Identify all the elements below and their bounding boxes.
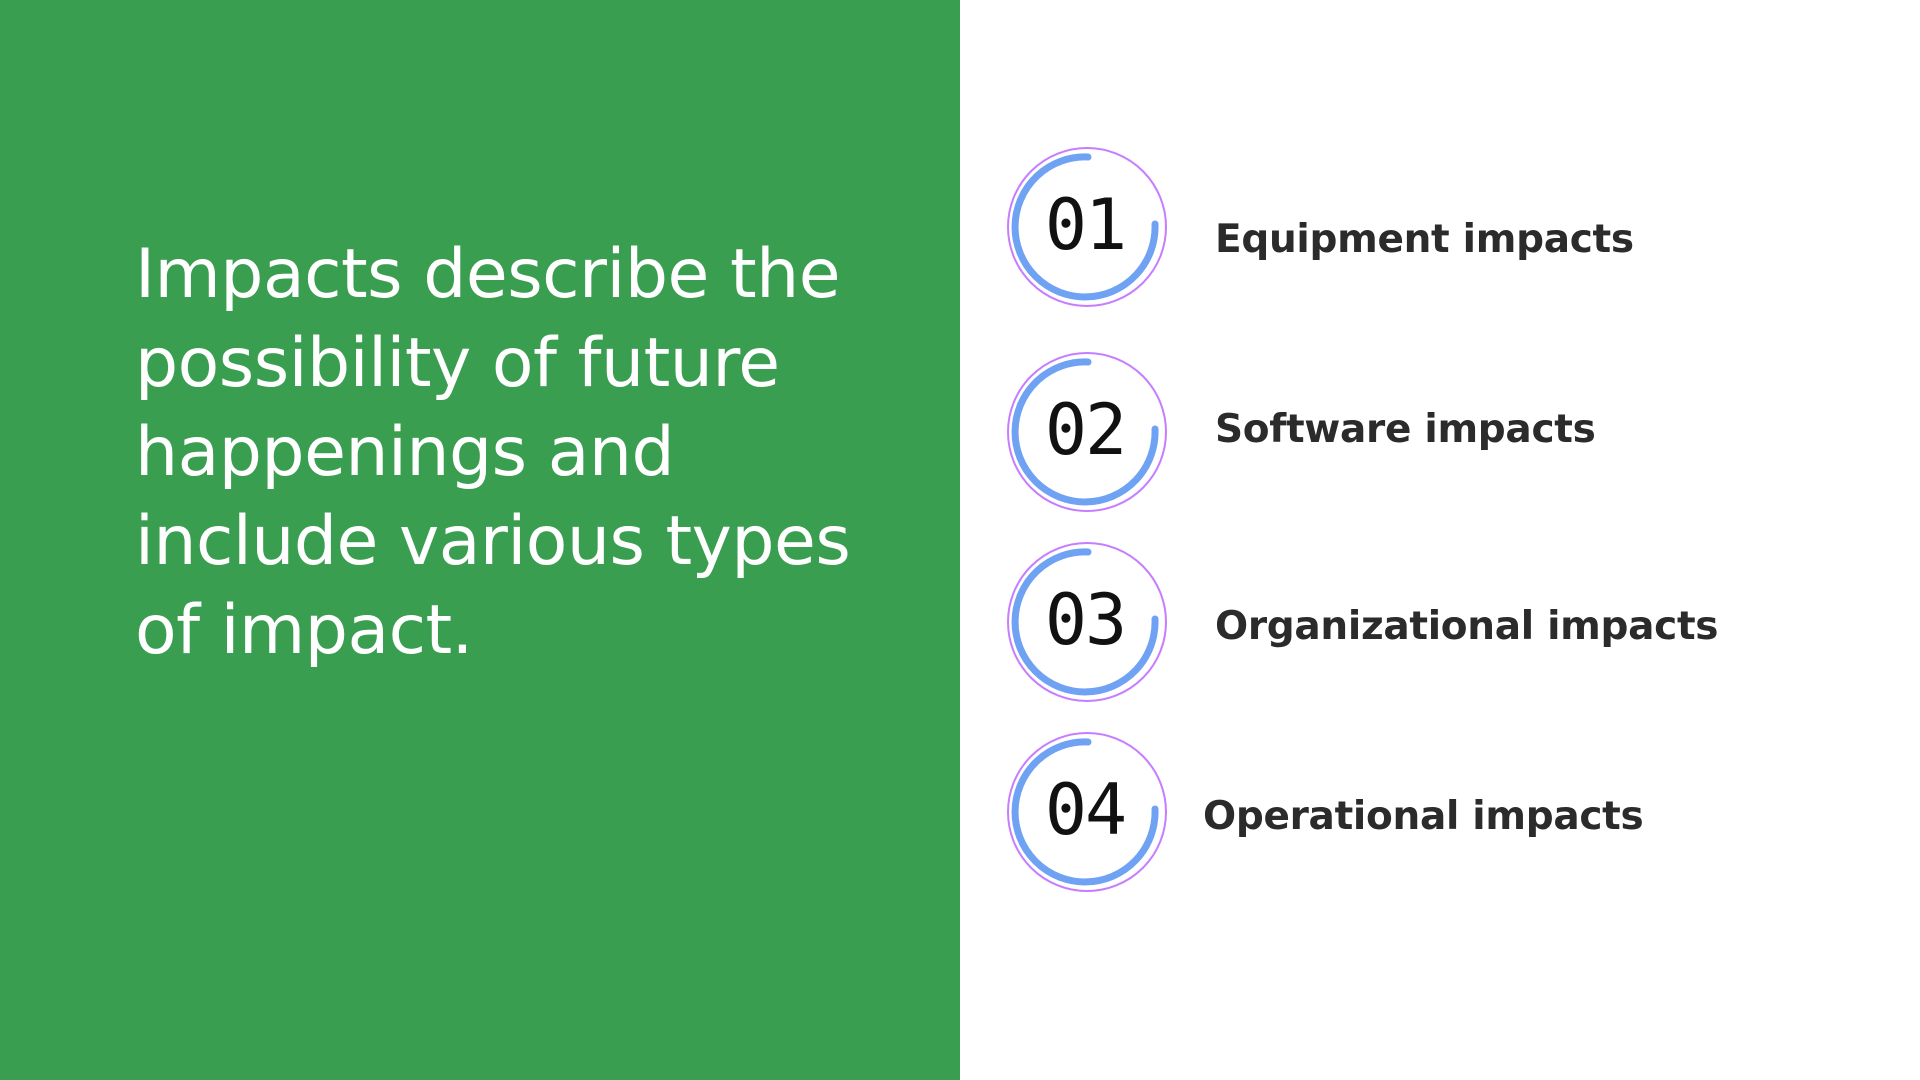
list-item-operational: 04 Operational impacts (1005, 730, 1865, 894)
list-item-software: 02 Software impacts (1005, 350, 1865, 514)
ring-arc-icon (1007, 732, 1167, 892)
item-number: 04 (1044, 769, 1127, 851)
number-badge: 02 (1005, 350, 1169, 514)
number-badge: 04 (1005, 730, 1169, 894)
item-label: Equipment impacts (1215, 217, 1634, 262)
item-number: 01 (1044, 184, 1127, 266)
item-label: Software impacts (1215, 407, 1596, 452)
item-label: Organizational impacts (1215, 604, 1719, 649)
ring-arc-icon (1007, 147, 1167, 307)
ring-arc-icon (1007, 542, 1167, 702)
list-item-organizational: 03 Organizational impacts (1005, 540, 1865, 704)
green-panel: Impacts describe the possibility of futu… (0, 0, 960, 1080)
list-item-equipment: 01 Equipment impacts (1005, 145, 1865, 309)
item-number: 02 (1044, 389, 1127, 471)
item-label: Operational impacts (1203, 794, 1644, 839)
headline-text: Impacts describe the possibility of futu… (135, 235, 851, 670)
number-badge: 03 (1005, 540, 1169, 704)
ring-arc-icon (1007, 352, 1167, 512)
number-badge: 01 (1005, 145, 1169, 309)
item-number: 03 (1044, 579, 1127, 661)
